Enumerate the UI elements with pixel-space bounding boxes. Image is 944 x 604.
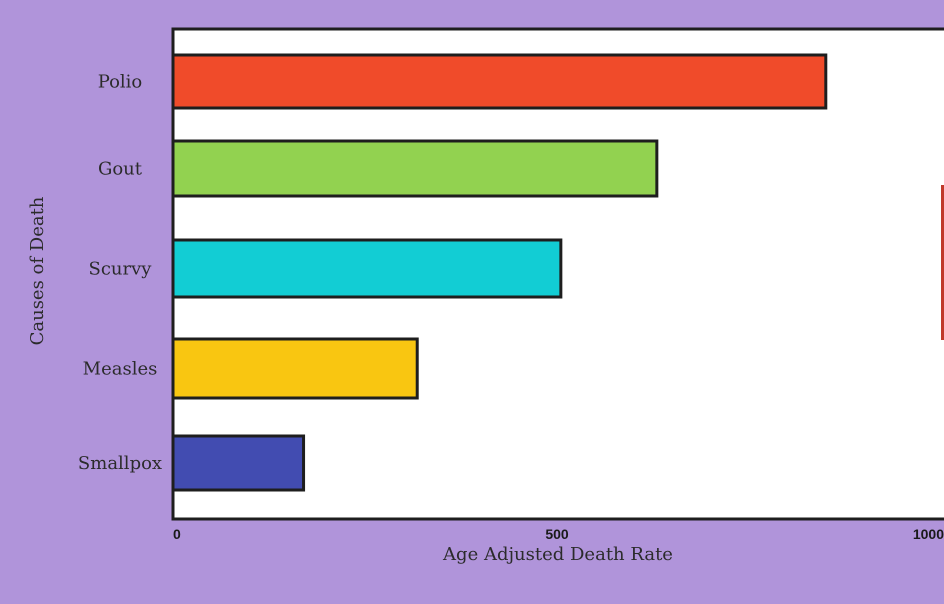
bar-smallpox (171, 434, 306, 492)
y-axis-title: Causes of Death (27, 196, 48, 345)
category-label-scurvy: Scurvy (89, 259, 153, 280)
bar-scurvy (171, 238, 563, 299)
category-label-smallpox: Smallpox (78, 453, 162, 474)
clipped-bar-edge (941, 185, 944, 340)
x-axis-title: Age Adjusted Death Rate (442, 544, 673, 565)
category-label-measles: Measles (83, 359, 158, 380)
x-tick-labels: 0 500 1000 (173, 526, 944, 542)
bar-measles (171, 337, 419, 400)
category-label-polio: Polio (98, 72, 143, 93)
x-tick-label-0: 0 (173, 526, 181, 542)
x-tick-label-1000: 1000 (913, 526, 944, 542)
x-tick-label-500: 500 (545, 526, 569, 542)
bar-polio (171, 53, 828, 110)
bar-gout (171, 139, 659, 198)
bars-group (171, 53, 828, 492)
category-labels: Polio Gout Scurvy Measles Smallpox (78, 72, 162, 475)
category-label-gout: Gout (98, 159, 143, 180)
